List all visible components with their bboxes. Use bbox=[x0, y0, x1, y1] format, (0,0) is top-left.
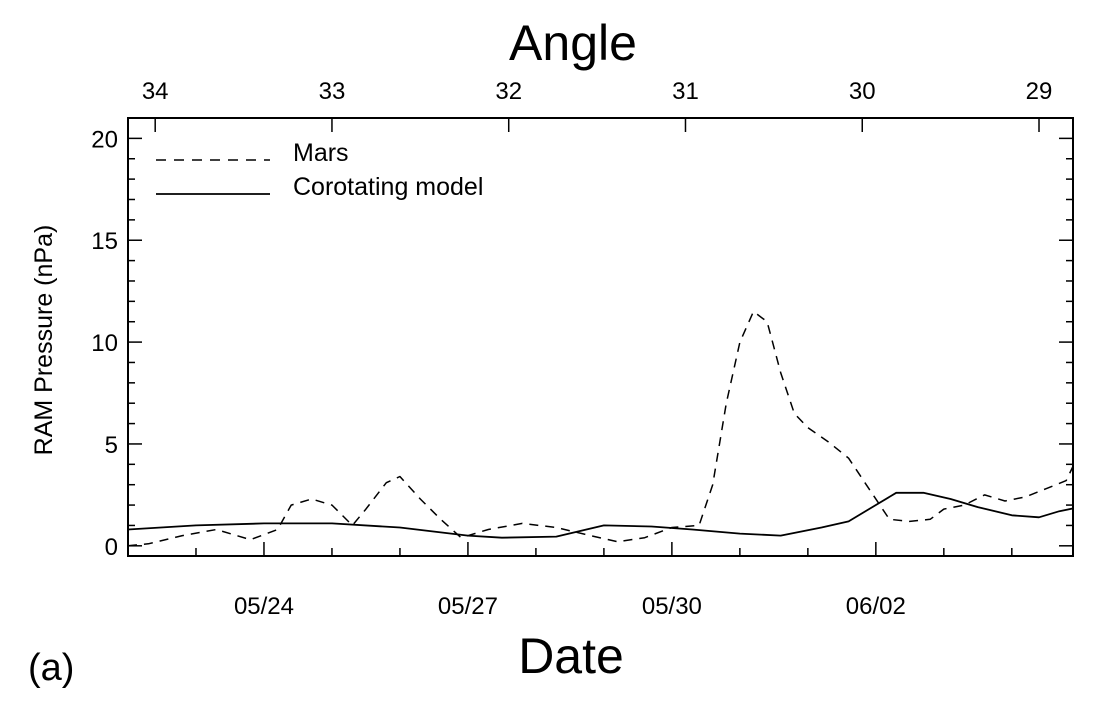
series-line-corotating-model bbox=[128, 491, 1073, 539]
x-tick-label: 05/27 bbox=[438, 593, 498, 620]
top-axis-title: Angle bbox=[509, 15, 637, 71]
x-tick-label: 05/30 bbox=[642, 593, 702, 620]
y-tick-label: 5 bbox=[105, 432, 118, 459]
top-tick-label: 34 bbox=[142, 78, 169, 105]
top-tick-label: 33 bbox=[319, 78, 346, 105]
top-tick-label: 32 bbox=[495, 78, 522, 105]
y-tick-label: 10 bbox=[91, 330, 118, 357]
top-tick-label: 30 bbox=[849, 78, 876, 105]
y-tick-label: 0 bbox=[105, 534, 118, 561]
x-tick-label: 05/24 bbox=[234, 593, 294, 620]
legend-label-corotating-model: Corotating model bbox=[293, 173, 483, 201]
axis-ticks bbox=[127, 117, 1073, 556]
plot-frame bbox=[127, 117, 1074, 557]
top-tick-label: 31 bbox=[672, 78, 699, 105]
series-lines bbox=[128, 310, 1073, 547]
tick-labels: 0 5 10 15 20 05/24 05/27 05/30 06/02 34 33 32 31 30 29 bbox=[91, 78, 1052, 620]
y-axis-title: RAM Pressure (nPa) bbox=[30, 225, 58, 456]
x-tick-label: 06/02 bbox=[846, 593, 906, 620]
series-line-mars bbox=[128, 310, 1073, 547]
x-axis-title: Date bbox=[518, 628, 624, 684]
legend: Mars Corotating model bbox=[156, 139, 483, 201]
top-tick-label: 29 bbox=[1026, 78, 1053, 105]
y-tick-label: 20 bbox=[91, 126, 118, 153]
panel-label: (a) bbox=[28, 647, 74, 689]
legend-label-mars: Mars bbox=[293, 139, 349, 167]
y-tick-label: 15 bbox=[91, 228, 118, 255]
